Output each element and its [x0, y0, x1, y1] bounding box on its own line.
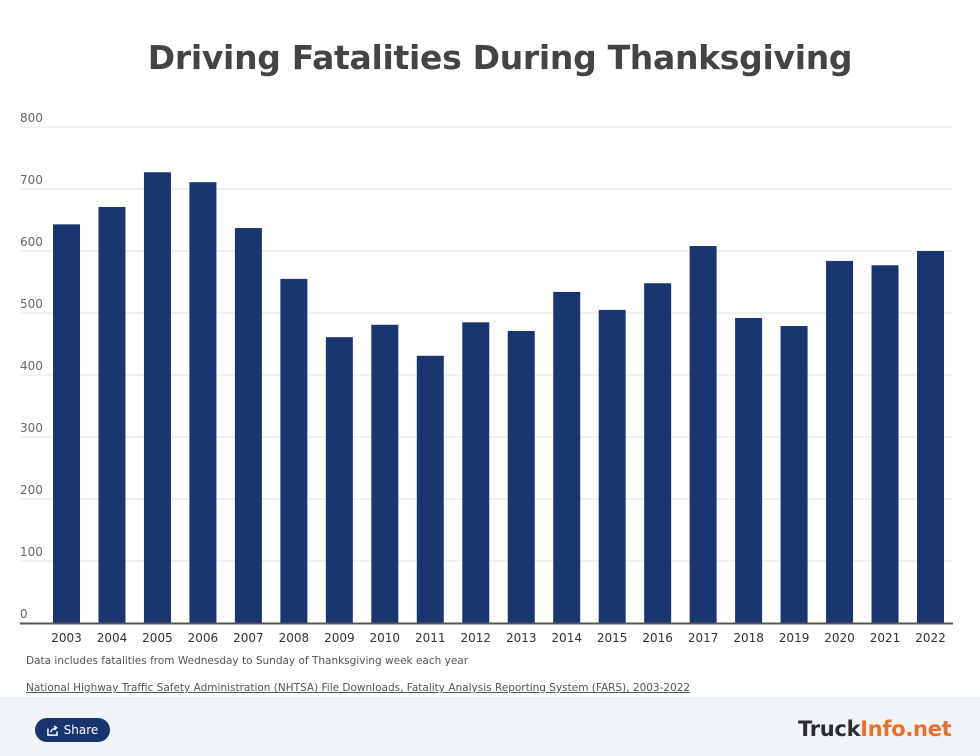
x-tick-label: 2009 [324, 631, 355, 645]
truckinfo-logo[interactable]: TruckInfo.net [798, 717, 952, 741]
bar-2017[interactable]: 2017: 608 [689, 246, 717, 624]
x-tick-label: 2017 [688, 631, 719, 645]
y-axis-ticks: 0 100 200 300 400 500 600 700 800 [20, 111, 43, 621]
footer-bar: Share TruckInfo.net [0, 697, 980, 756]
x-tick-label: 2021 [870, 631, 901, 645]
chart-title: Driving Fatalities During Thanksgiving [147, 38, 853, 77]
bar-2015[interactable]: 2015: 505 [598, 309, 626, 623]
y-tick-label: 0 [20, 607, 28, 621]
logo-part-info: Info.net [860, 717, 952, 741]
y-tick-label: 500 [20, 297, 43, 311]
y-tick-label: 300 [20, 421, 43, 435]
bar-2006[interactable]: 2006: 711 [189, 182, 217, 623]
bar-chart: 0 100 200 300 400 500 600 700 800 2003: 643 2004:… [20, 111, 953, 645]
x-tick-label: 2011 [415, 631, 446, 645]
x-tick-label: 2022 [915, 631, 946, 645]
x-tick-label: 2003 [51, 631, 82, 645]
bar-2004[interactable]: 2004: 671 [98, 206, 126, 624]
y-tick-label: 100 [20, 545, 43, 559]
source-link[interactable]: National Highway Traffic Safety Administ… [26, 682, 691, 694]
bars: 2003: 643 2004: 671 2005: 727 2006: 711 2007… [53, 172, 944, 624]
x-tick-label: 2016 [642, 631, 673, 645]
bar-2014[interactable]: 2014: 534 [553, 291, 581, 623]
bar-2012[interactable]: 2012: 485 [462, 322, 490, 623]
x-tick-label: 2014 [551, 631, 582, 645]
bar-2020[interactable]: 2020: 584 [826, 260, 854, 623]
x-tick-label: 2015 [597, 631, 628, 645]
x-tick-label: 2018 [733, 631, 764, 645]
bar-2018[interactable]: 2018: 492 [735, 317, 763, 623]
data-note: Data includes fatalities from Wednesday … [26, 655, 469, 667]
bar-2021[interactable]: 2021: 577 [871, 265, 899, 623]
bar-2009[interactable]: 2009: 461 [325, 337, 353, 623]
bar-2019[interactable]: 2019: 479 [780, 326, 808, 623]
x-tick-label: 2006 [188, 631, 219, 645]
x-tick-label: 2019 [779, 631, 810, 645]
bar-2010[interactable]: 2010: 481 [371, 324, 399, 623]
x-tick-label: 2020 [824, 631, 855, 645]
bar-2022[interactable]: 2022: 600 [917, 251, 944, 623]
logo-part-truck: Truck [798, 717, 861, 741]
bar-2008[interactable]: 2008: 555 [280, 278, 308, 623]
x-tick-label: 2010 [370, 631, 401, 645]
x-tick-label: 2008 [279, 631, 310, 645]
share-label: Share [63, 723, 99, 737]
bar-2007[interactable]: 2007: 637 [234, 228, 262, 623]
y-tick-label: 800 [20, 111, 43, 125]
bar-2011[interactable]: 2011: 431 [416, 355, 444, 623]
bar-2013[interactable]: 2013: 471 [507, 330, 535, 623]
y-tick-label: 600 [20, 235, 43, 249]
share-icon [46, 724, 58, 736]
x-tick-label: 2005 [142, 631, 173, 645]
y-tick-label: 400 [20, 359, 43, 373]
x-tick-label: 2004 [97, 631, 128, 645]
y-tick-label: 200 [20, 483, 43, 497]
share-button[interactable]: Share [35, 718, 110, 742]
x-axis-ticks: 2003 2004 2005 2006 2007 2008 2009 2010 2011 2012… [51, 631, 946, 645]
x-tick-label: 2013 [506, 631, 537, 645]
y-tick-label: 700 [20, 173, 43, 187]
bar-2016[interactable]: 2016: 548 [644, 283, 672, 623]
x-tick-label: 2012 [460, 631, 491, 645]
bar-2005[interactable]: 2005: 727 [143, 172, 171, 623]
bar-2003[interactable]: 2003: 643 [53, 224, 80, 623]
x-tick-label: 2007 [233, 631, 264, 645]
